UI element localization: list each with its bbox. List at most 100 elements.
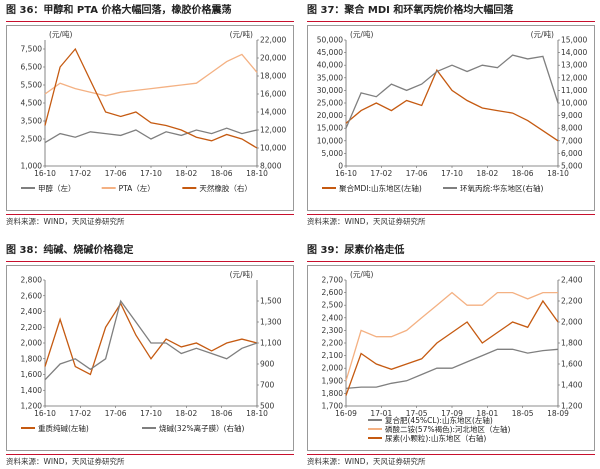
left-tick-label: 2,200 [322, 339, 344, 348]
left-tick-label: 2,100 [322, 351, 344, 360]
x-tick-label: 17-02 [69, 169, 91, 178]
x-tick-label: 17-06 [105, 409, 127, 418]
x-tick-label: 17-06 [406, 169, 428, 178]
left-tick-label: 40,000 [317, 61, 343, 70]
left-unit-label: (元/吨) [49, 29, 72, 39]
right-tick-label: 10,000 [561, 99, 587, 108]
left-tick-label: 2,700 [322, 276, 344, 285]
right-tick-label: 10,000 [260, 144, 286, 153]
right-tick-label: 2,200 [561, 297, 583, 306]
x-tick-label: 17-10 [140, 169, 162, 178]
x-tick-label: 17-10 [441, 169, 463, 178]
series-line [44, 127, 258, 144]
left-tick-label: 45,000 [317, 48, 343, 57]
x-tick-label: 17-10 [140, 409, 162, 418]
right-tick-label: 1,800 [561, 339, 583, 348]
left-tick-label: 5,000 [322, 149, 344, 158]
right-unit-label: (元/吨) [230, 269, 253, 279]
left-tick-label: 10,000 [317, 136, 343, 145]
left-unit-label: (元/吨) [350, 269, 373, 279]
x-tick-label: 18-06 [211, 169, 233, 178]
x-tick-label: 18-10 [246, 169, 268, 178]
right-tick-label: 8,000 [561, 124, 583, 133]
x-tick-label: 18-09 [547, 409, 569, 418]
left-tick-label: 1,400 [21, 386, 43, 395]
series-line [345, 54, 559, 129]
left-tick-label: 2,600 [322, 288, 344, 297]
x-tick-label: 18-02 [175, 409, 197, 418]
series-line [44, 302, 258, 376]
left-tick-label: 1,800 [322, 389, 344, 398]
left-tick-label: 1,200 [21, 402, 43, 411]
left-tick-label: 2,600 [21, 291, 43, 300]
right-tick-label: 2,000 [561, 318, 583, 327]
series-line [44, 53, 258, 97]
right-tick-label: 9,000 [561, 111, 583, 120]
left-tick-label: 15,000 [317, 124, 343, 133]
x-tick-label: 18-01 [476, 409, 498, 418]
x-tick-label: 18-06 [512, 169, 534, 178]
legend-label: 尿素(小颗粒):山东地区（右轴) [385, 433, 486, 443]
right-tick-label: 1,500 [260, 297, 282, 306]
series-line [44, 47, 258, 149]
left-tick-label: 25,000 [317, 99, 343, 108]
right-unit-label: (元/吨) [531, 29, 554, 39]
left-tick-label: 30,000 [317, 86, 343, 95]
left-tick-label: 2,800 [21, 276, 43, 285]
chart-fig37: (元/吨) (元/吨) 0 5,000 10,000 15,000 20,000 25,000… [307, 25, 595, 211]
legend-label: 磷酸二铵(57%褐色):河北地区（左轴) [385, 424, 511, 434]
right-tick-label: 2,400 [561, 276, 583, 285]
right-tick-label: 14,000 [260, 108, 286, 117]
right-tick-label: 1,100 [260, 339, 282, 348]
right-tick-label: 1,400 [561, 381, 583, 390]
left-tick-label: 3,500 [21, 117, 43, 126]
right-tick-label: 14,000 [561, 48, 587, 57]
right-tick-label: 16,000 [260, 90, 286, 99]
chart-svg: (元/吨) 1,700 1,800 1,900 2,000 2,100 2,200 2,300… [322, 269, 583, 443]
right-tick-label: 8,000 [260, 162, 282, 171]
x-tick-label: 16-10 [335, 169, 357, 178]
figure-title: 图 37：聚合 MDI 和环氧丙烷价格均大幅回落 [307, 5, 514, 16]
left-tick-label: 50,000 [317, 36, 343, 45]
left-tick-label: 2,500 [21, 135, 43, 144]
source-divider [307, 454, 595, 455]
source-note: 资料来源：WIND，天风证券研究所 [307, 457, 426, 466]
x-tick-label: 16-10 [34, 169, 56, 178]
legend-label: PTA（左） [119, 183, 155, 193]
source-divider [6, 454, 294, 455]
title-divider [307, 21, 595, 22]
x-tick-label: 17-05 [406, 409, 428, 418]
right-tick-label: 13,000 [561, 61, 587, 70]
right-tick-label: 1,300 [260, 318, 282, 327]
left-tick-label: 1,900 [322, 376, 344, 385]
left-tick-label: 4,500 [21, 99, 43, 108]
series-line [345, 68, 559, 142]
left-tick-label: 7,500 [21, 45, 43, 54]
series-line [345, 348, 559, 390]
source-note: 资料来源：WIND，天风证券研究所 [6, 457, 125, 466]
x-tick-label: 18-02 [175, 169, 197, 178]
left-tick-label: 1,700 [322, 402, 344, 411]
x-tick-label: 16-10 [34, 409, 56, 418]
chart-svg: (元/吨) (元/吨) 0 5,000 10,000 15,000 20,000 25,000… [317, 29, 588, 193]
legend-label: 环氧丙烷:华东地区(右轴) [460, 183, 543, 193]
left-tick-label: 5,500 [21, 81, 43, 90]
legend-label: 甲醇（左） [38, 183, 76, 193]
x-tick-label: 17-02 [370, 169, 392, 178]
chart-fig39: (元/吨) 1,700 1,800 1,900 2,000 2,100 2,200 2,300… [307, 265, 595, 451]
right-tick-label: 900 [260, 360, 275, 369]
right-tick-label: 18,000 [260, 72, 286, 81]
source-note: 资料来源：WIND，天风证券研究所 [6, 217, 125, 226]
chart-svg: (元/吨) 1,200 1,400 1,600 1,800 2,000 2,200 2,400… [21, 269, 282, 433]
left-tick-label: 35,000 [317, 73, 343, 82]
right-tick-label: 20,000 [260, 54, 286, 63]
source-divider [307, 214, 595, 215]
right-tick-label: 7,000 [561, 136, 583, 145]
legend-label: 复合肥(45%CL):山东地区(左轴) [385, 415, 493, 425]
x-tick-label: 18-05 [512, 409, 534, 418]
left-tick-label: 2,000 [21, 339, 43, 348]
right-tick-label: 1,600 [561, 360, 583, 369]
left-tick-label: 0 [338, 162, 343, 171]
x-tick-label: 16-09 [335, 409, 357, 418]
title-divider [6, 261, 294, 262]
